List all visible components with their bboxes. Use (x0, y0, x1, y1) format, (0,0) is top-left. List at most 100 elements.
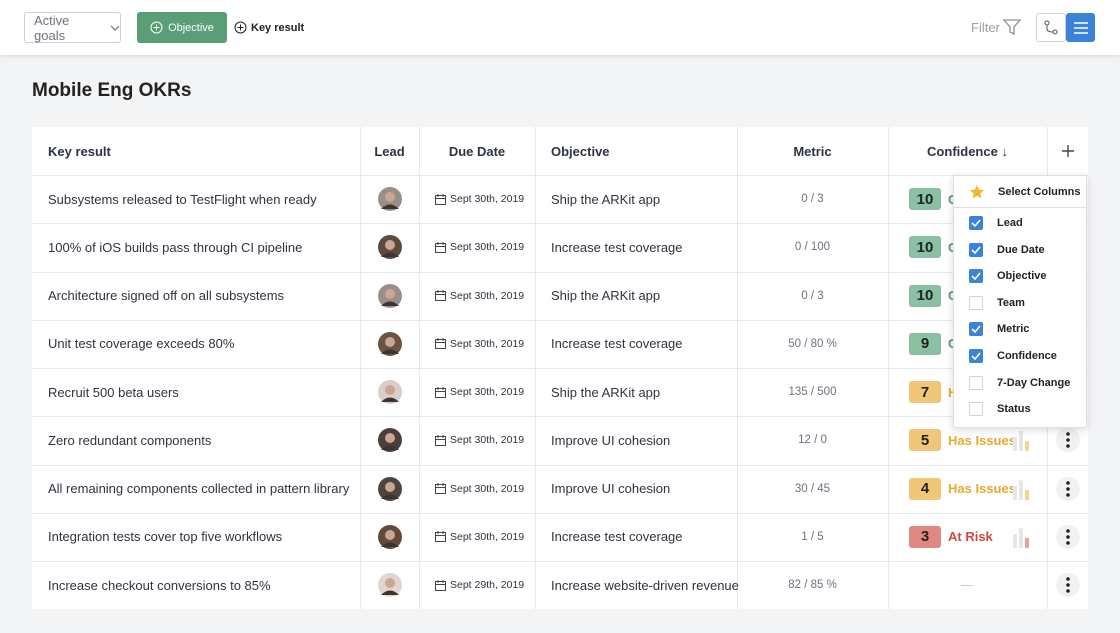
confidence-badge: 10 (909, 284, 941, 307)
lead-avatar (378, 283, 402, 308)
key-result: Integration tests cover top five workflo… (48, 529, 283, 545)
checkbox[interactable] (969, 216, 983, 230)
calendar-icon-svg (435, 531, 446, 543)
calendar-icon (435, 531, 446, 543)
objective: Improve UI cohesion (551, 432, 671, 448)
add-column-button[interactable] (1061, 144, 1075, 158)
due-date-text: Sept 30th, 2019 (450, 386, 525, 399)
confidence-badge: 10 (909, 236, 941, 259)
due-date: Sept 30th, 2019 (435, 320, 524, 368)
column-option[interactable]: Team (969, 295, 1025, 310)
metric: 0 / 3 (801, 289, 824, 302)
check-icon (971, 219, 981, 227)
calendar-icon (435, 193, 446, 205)
table-row: Recruit 500 beta users Sept 30th, 2019 Shi… (32, 368, 1088, 416)
metric: 0 / 100 (794, 241, 831, 254)
check-icon (971, 246, 981, 254)
lead-avatar-svg (378, 283, 402, 308)
checkbox[interactable] (969, 269, 983, 284)
column-header: Metric (793, 143, 832, 159)
option-label: Objective (997, 270, 1047, 283)
row-menu-button[interactable] (1056, 428, 1080, 453)
due-date-text: Sept 30th, 2019 (450, 289, 525, 302)
checkbox[interactable] (969, 322, 983, 337)
button-label: Key result (251, 21, 305, 34)
column-option[interactable]: Due Date (969, 242, 1045, 257)
goal-filter-dropdown[interactable]: Active goals (24, 12, 121, 43)
row-menu-button[interactable] (1056, 524, 1080, 549)
row-divider (32, 223, 1088, 225)
column-menu: Select Columns Lead Due Date Objective Team… (953, 175, 1087, 428)
table-row: Integration tests cover top five workflo… (32, 513, 1088, 561)
option-label: Lead (997, 217, 1023, 229)
checkbox[interactable] (969, 402, 983, 417)
badge-bg (909, 477, 941, 500)
tree-icon (1044, 20, 1058, 34)
column-option[interactable]: Lead (969, 216, 1023, 230)
confidence-badge: 10 (909, 188, 941, 210)
lead-avatar-svg (378, 524, 402, 549)
row-menu-button-svg (1056, 428, 1080, 453)
row-divider (32, 175, 1088, 176)
objective: Increase test coverage (551, 239, 683, 255)
option-label: Team (997, 296, 1025, 309)
menu-divider (954, 207, 1086, 208)
badge-bg (909, 525, 941, 548)
checkbox[interactable] (969, 295, 983, 310)
calendar-icon-svg (435, 434, 446, 446)
funnel-icon (1002, 19, 1021, 36)
objective: Increase website-driven revenue (551, 577, 739, 593)
confidence-value: 3 (920, 528, 930, 546)
trend-bars (1013, 478, 1031, 500)
due-date-text: Sept 30th, 2019 (450, 434, 525, 447)
metric: 0 / 3 (801, 193, 824, 206)
metric: 82 / 85 % (788, 579, 837, 592)
due-date-text: Sept 30th, 2019 (450, 337, 525, 350)
lead-avatar-svg (378, 476, 402, 501)
filter-button[interactable]: Filter (971, 12, 1021, 43)
lead-avatar (378, 235, 402, 260)
column-option[interactable]: Confidence (969, 349, 1057, 363)
check-icon (971, 272, 981, 281)
row-divider (32, 319, 1088, 321)
row-menu-button[interactable] (1056, 476, 1080, 501)
tree-view-button[interactable] (1036, 13, 1066, 42)
column-option[interactable]: 7-Day Change (969, 375, 1070, 390)
confidence-badge: 5 (909, 429, 941, 452)
trend-bars-svg (1013, 431, 1029, 452)
calendar-icon (435, 338, 446, 350)
plus-icon (234, 21, 247, 34)
calendar-icon (435, 386, 446, 398)
confidence-value: 5 (920, 431, 930, 449)
calendar-icon (435, 241, 446, 253)
lead-avatar (378, 187, 402, 211)
trend-bars-svg (1013, 527, 1029, 548)
column-option[interactable]: Objective (969, 269, 1047, 284)
checkbox[interactable] (969, 349, 983, 363)
lead-avatar (378, 428, 402, 453)
row-menu-button[interactable] (1056, 573, 1080, 597)
confidence-value: 10 (916, 287, 934, 304)
column-option[interactable]: Metric (969, 322, 1029, 337)
trend-bars (1013, 526, 1031, 548)
confidence-value: 9 (920, 335, 930, 353)
lead-avatar-svg (378, 331, 402, 356)
badge-bg (909, 381, 941, 403)
key-result: Recruit 500 beta users (48, 384, 179, 400)
table-row: Architecture signed off on all subsystem… (32, 272, 1088, 320)
checkbox[interactable] (969, 375, 983, 390)
add-key-result-button[interactable]: Key result (234, 12, 304, 43)
badge-bg (909, 236, 941, 259)
objective: Ship the ARKit app (551, 191, 661, 207)
checkbox[interactable] (969, 242, 983, 257)
metric: 135 / 500 (788, 386, 837, 399)
list-view-button[interactable] (1066, 13, 1095, 42)
calendar-icon-svg (435, 579, 446, 591)
column-header: Due Date (448, 143, 506, 159)
add-objective-button[interactable]: Objective (137, 12, 227, 43)
confidence-badge: 4 (909, 477, 941, 500)
lead-avatar (378, 380, 402, 404)
key-result: All remaining components collected in pa… (48, 481, 350, 497)
row-divider (32, 512, 1088, 514)
column-option[interactable]: Status (969, 402, 1031, 417)
